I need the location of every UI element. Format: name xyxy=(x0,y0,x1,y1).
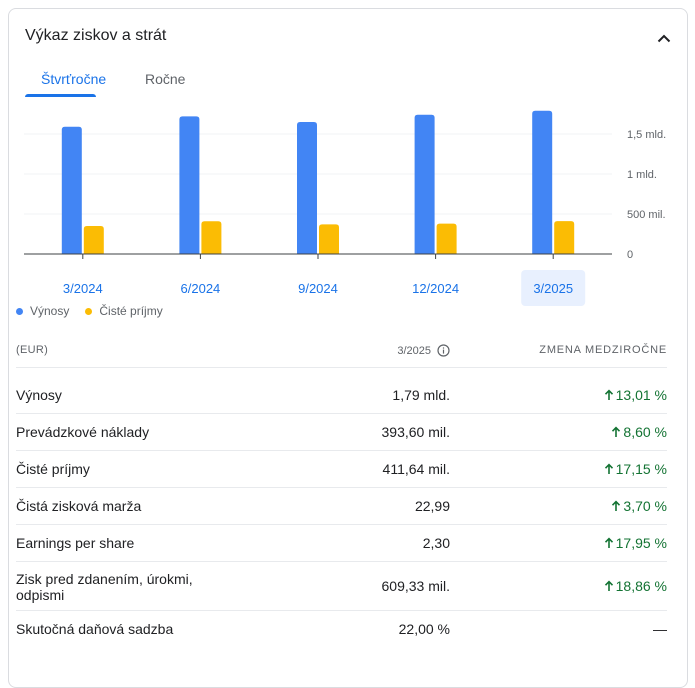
x-category-label[interactable]: 6/2024 xyxy=(181,281,221,296)
legend-item-net-income: Čisté príjmy xyxy=(85,304,163,318)
bar-net-income-3-2025[interactable] xyxy=(554,221,575,254)
info-icon[interactable] xyxy=(437,344,450,357)
row-change: 17,15 % xyxy=(604,461,667,477)
table-row: Čistá zisková marža 22,99 3,70 % xyxy=(16,488,667,525)
row-label: Earnings per share xyxy=(16,534,135,551)
row-change-text: 3,70 % xyxy=(623,497,667,514)
y-tick-label: 0 xyxy=(627,249,633,261)
bar-revenue-12-2024[interactable] xyxy=(414,114,435,254)
row-change: 13,01 % xyxy=(604,387,667,403)
legend-dot-net-income xyxy=(85,307,93,315)
bar-revenue-3-2024[interactable] xyxy=(61,126,82,254)
row-label: Zisk pred zdanením, úrokmi, odpismi xyxy=(16,570,193,603)
yoy-change-header: ZMENA MEDZIROČNE xyxy=(539,344,667,356)
row-value: 2,30 xyxy=(422,534,450,551)
row-change: — xyxy=(653,621,667,637)
chart-legend: Výnosy Čisté príjmy xyxy=(16,304,163,318)
row-change-text: — xyxy=(653,620,667,637)
row-value: 22,99 xyxy=(414,497,450,514)
arrow-up-icon xyxy=(604,388,613,400)
collapse-button[interactable] xyxy=(653,27,675,49)
row-change: 8,60 % xyxy=(611,424,667,440)
bar-revenue-6-2024[interactable] xyxy=(179,116,200,255)
table-row: Výnosy 1,79 mld. 13,01 % xyxy=(16,377,667,414)
x-category-label[interactable]: 3/2024 xyxy=(63,281,103,296)
table-row: Čisté príjmy 411,64 mil. 17,15 % xyxy=(16,451,667,488)
tab-quarterly[interactable]: Štvrťročne xyxy=(41,71,107,87)
row-value: 1,79 mld. xyxy=(392,386,450,403)
x-category-label[interactable]: 12/2024 xyxy=(412,281,459,296)
row-change: 17,95 % xyxy=(604,535,667,551)
row-value: 393,60 mil. xyxy=(381,423,450,440)
x-category-label[interactable]: 3/2025 xyxy=(533,281,573,296)
row-value: 411,64 mil. xyxy=(382,460,450,477)
row-label: Skutočná daňová sadzba xyxy=(16,620,174,637)
bar-net-income-3-2024[interactable] xyxy=(83,226,104,254)
chevron-up-icon xyxy=(657,34,671,42)
row-change-text: 17,15 % xyxy=(615,460,667,477)
table-header: (EUR) 3/2025 ZMENA MEDZIROČNE xyxy=(16,340,667,368)
row-label: Výnosy xyxy=(16,386,62,403)
arrow-up-icon xyxy=(604,536,613,548)
x-category-label[interactable]: 9/2024 xyxy=(298,281,338,296)
table-row: Earnings per share 2,30 17,95 % xyxy=(16,525,667,562)
legend-label-net-income: Čisté príjmy xyxy=(99,304,163,318)
arrow-up-icon xyxy=(604,462,613,474)
bar-net-income-12-2024[interactable] xyxy=(436,223,457,254)
row-value: 22,00 % xyxy=(398,620,450,637)
arrow-up-icon xyxy=(604,579,613,591)
row-label: Prevádzkové náklady xyxy=(16,423,150,440)
legend-label-revenue: Výnosy xyxy=(30,304,70,318)
tab-annual[interactable]: Ročne xyxy=(145,71,186,87)
row-change-text: 8,60 % xyxy=(623,423,667,440)
row-label: Čisté príjmy xyxy=(16,460,90,477)
row-value: 609,33 mil. xyxy=(381,577,450,594)
period-label: 3/2025 xyxy=(397,344,431,357)
period-header: 3/2025 xyxy=(397,344,450,357)
row-change-text: 17,95 % xyxy=(615,534,667,551)
y-tick-label: 1,5 mld. xyxy=(627,129,666,141)
bar-net-income-9-2024[interactable] xyxy=(319,224,339,254)
table-row: Prevádzkové náklady 393,60 mil. 8,60 % xyxy=(16,414,667,451)
y-tick-label: 500 mil. xyxy=(627,209,666,221)
card-title: Výkaz ziskov a strát xyxy=(25,27,167,44)
income-chart: 0 500 mil. 1 mld. 1,5 mld. 3/2024 6/2024 9/202… xyxy=(24,110,666,306)
row-change: 18,86 % xyxy=(604,578,667,594)
table-row: Skutočná daňová sadzba 22,00 % — xyxy=(16,611,667,648)
selected-period-highlight xyxy=(521,270,586,306)
bar-revenue-9-2024[interactable] xyxy=(297,122,317,254)
row-change: 3,70 % xyxy=(611,498,667,514)
row-change-text: 13,01 % xyxy=(615,386,667,403)
income-statement-card: Výkaz ziskov a strát Štvrťročne Ročne xyxy=(8,8,688,688)
bar-net-income-6-2024[interactable] xyxy=(201,221,222,254)
legend-dot-revenue xyxy=(16,307,23,315)
currency-label: (EUR) xyxy=(16,344,49,356)
arrow-up-icon xyxy=(612,499,621,511)
bar-revenue-3-2025[interactable] xyxy=(532,110,553,254)
active-tab-indicator xyxy=(25,94,96,97)
y-tick-label: 1 mld. xyxy=(627,169,657,181)
arrow-up-icon xyxy=(612,425,621,437)
legend-item-revenue: Výnosy xyxy=(16,304,69,318)
row-change-text: 18,86 % xyxy=(615,577,667,594)
table-row: Zisk pred zdanením, úrokmi, odpismi 609,3… xyxy=(16,562,667,611)
row-label: Čistá zisková marža xyxy=(16,497,142,514)
